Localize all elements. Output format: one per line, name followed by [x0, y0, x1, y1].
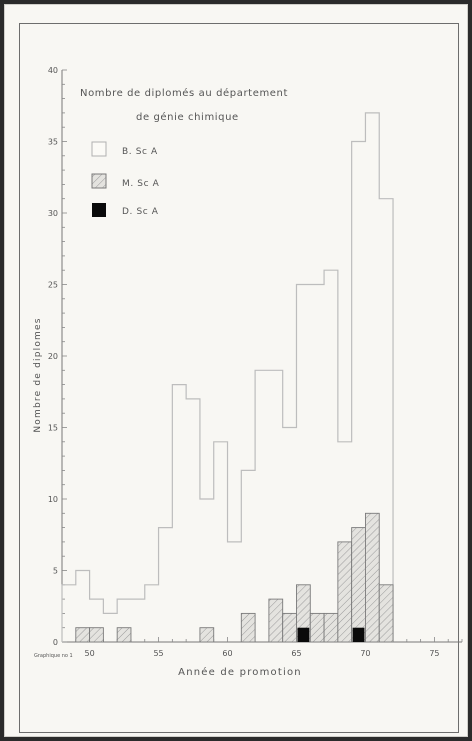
y-tick-label: 30	[48, 209, 58, 218]
y-tick-label: 25	[48, 281, 58, 290]
bar-msc	[282, 612, 297, 643]
y-tick-label: 15	[48, 424, 58, 433]
legend-swatch-bsc	[91, 141, 107, 157]
bar-msc	[89, 627, 104, 643]
bar-msc	[337, 541, 353, 643]
bar-msc	[323, 612, 339, 643]
x-axis-label: Année de promotion	[178, 666, 302, 678]
bar-msc	[378, 584, 394, 643]
bar-msc	[351, 527, 366, 643]
bar-msc	[199, 627, 215, 643]
bar-msc	[364, 512, 380, 643]
bar-msc	[268, 598, 284, 643]
legend-label-msc: M. Sc A	[122, 179, 160, 189]
y-tick-label: 0	[53, 638, 58, 647]
x-tick-label: 60	[222, 649, 232, 658]
legend: B. Sc A M. Sc A D. Sc A	[91, 141, 160, 217]
legend-swatch-dsc	[92, 203, 106, 217]
legend-label-bsc: B. Sc A	[122, 147, 158, 157]
chart-title-line2: de génie chimique	[136, 111, 239, 123]
y-tick-label: 10	[48, 495, 58, 504]
y-tick-label: 35	[48, 138, 58, 147]
bar-msc	[309, 612, 325, 643]
bar-dsc	[352, 627, 365, 642]
bar-msc	[240, 612, 256, 643]
chart-title-line1: Nombre de diplomés au département	[80, 87, 288, 99]
legend-swatch-msc	[91, 173, 107, 189]
x-tick-label: 70	[360, 649, 370, 658]
bar-msc	[116, 627, 132, 643]
figure-frame	[19, 23, 459, 733]
y-tick-label: 20	[48, 352, 58, 361]
y-tick-label: 40	[48, 66, 58, 75]
x-tick-label: 65	[291, 649, 301, 658]
bar-msc	[75, 627, 91, 643]
figure-credit: Graphique no 1	[34, 653, 73, 659]
x-tick-label: 75	[429, 649, 439, 658]
x-tick-label: 50	[84, 649, 94, 658]
y-axis-label: Nombre de diplomes	[33, 317, 43, 432]
legend-label-dsc: D. Sc A	[122, 207, 159, 217]
document-page	[4, 4, 468, 737]
x-tick-label: 55	[153, 649, 163, 658]
bar-dsc	[297, 627, 310, 642]
series-bsc-outline	[61, 112, 394, 642]
y-tick-label: 5	[53, 567, 58, 576]
